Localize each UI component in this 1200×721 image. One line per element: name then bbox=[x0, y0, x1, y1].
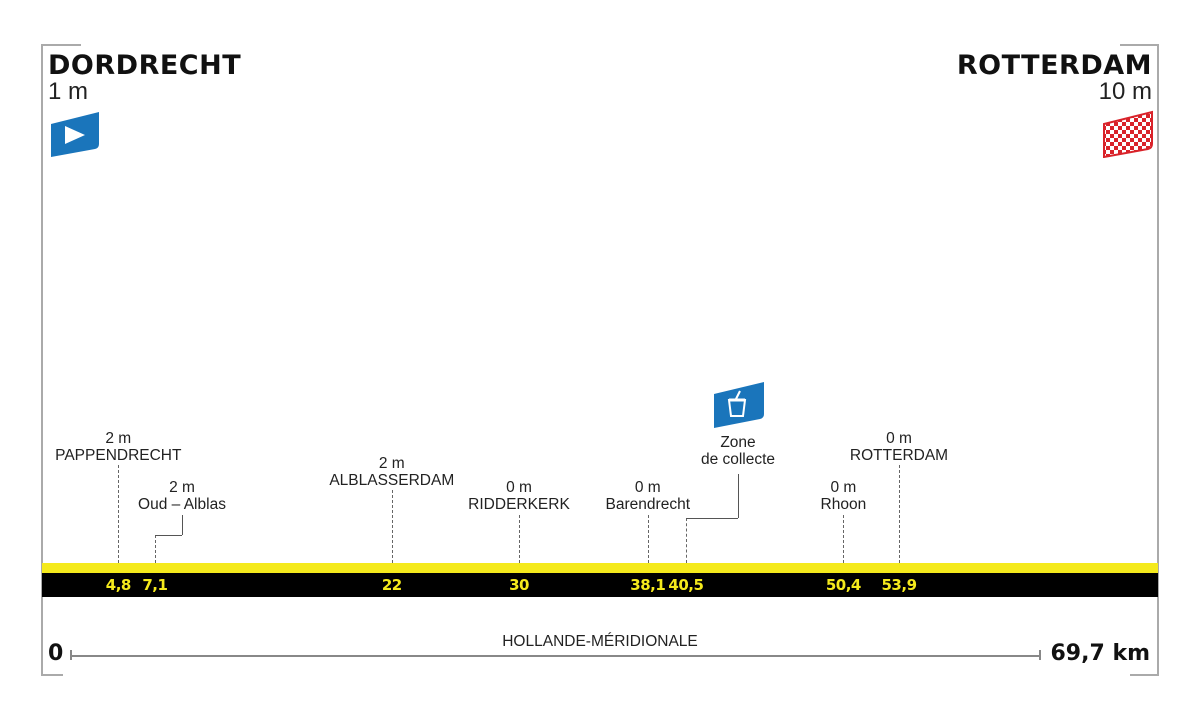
waypoint-altitude: 0 m bbox=[634, 479, 661, 496]
finish-city: ROTTERDAM bbox=[956, 50, 1152, 81]
waypoint-name: PAPPENDRECHT bbox=[55, 447, 182, 464]
waypoint-name: de collecte bbox=[700, 451, 776, 468]
frame-left bbox=[41, 44, 43, 676]
waypoint-label: 0 m RIDDERKERK bbox=[468, 479, 570, 513]
waypoint-label: 0 m ROTTERDAM bbox=[850, 430, 948, 464]
leader-line bbox=[738, 474, 740, 518]
km-label: 7,1 bbox=[142, 576, 168, 594]
marker-line bbox=[685, 518, 687, 563]
waypoint-altitude: 0 m bbox=[830, 479, 857, 496]
marker-line bbox=[519, 515, 520, 563]
frame-right-top bbox=[1120, 44, 1159, 46]
waypoint-name: Zone bbox=[720, 434, 756, 451]
waypoint-name: ALBLASSERDAM bbox=[329, 472, 455, 489]
frame-left-bottom bbox=[41, 674, 63, 676]
region-label: HOLLANDE-MÉRIDIONALE bbox=[502, 633, 698, 650]
km-label: 40,5 bbox=[668, 576, 704, 594]
frame-right bbox=[1157, 44, 1159, 676]
start-altitude: 1 m bbox=[48, 78, 89, 105]
axis-start-label: 0 bbox=[48, 641, 64, 666]
km-label: 38,1 bbox=[630, 576, 666, 594]
waypoint-label: 2 m ALBLASSERDAM bbox=[329, 455, 454, 489]
leader-line bbox=[685, 518, 738, 520]
km-label: 30 bbox=[509, 576, 529, 594]
waypoint-label: Zone de collecte bbox=[701, 434, 775, 468]
waypoint-label: 0 m Rhoon bbox=[821, 479, 867, 513]
checkered-flag-icon bbox=[1103, 110, 1153, 158]
frame-right-bottom bbox=[1130, 674, 1159, 676]
waypoint-label: 2 m Oud – Alblas bbox=[138, 479, 226, 513]
waypoint-label: 2 m PAPPENDRECHT bbox=[55, 430, 181, 464]
km-label: 50,4 bbox=[825, 576, 862, 594]
marker-line bbox=[154, 535, 156, 563]
axis-end-tick bbox=[1039, 650, 1041, 660]
frame-left-top bbox=[41, 44, 81, 46]
marker-line bbox=[391, 490, 393, 563]
km-label: 53,9 bbox=[881, 576, 917, 594]
leader-line bbox=[182, 515, 184, 535]
waypoint-name: ROTTERDAM bbox=[849, 447, 949, 464]
km-label: 4,8 bbox=[105, 576, 132, 594]
total-distance: 69,7 km bbox=[1050, 641, 1151, 666]
waypoint-altitude: 0 m bbox=[886, 430, 912, 447]
start-flag-icon bbox=[51, 112, 99, 157]
km-label: 22 bbox=[381, 576, 402, 594]
marker-line bbox=[843, 515, 845, 563]
marker-line bbox=[647, 515, 649, 563]
waypoint-name: RIDDERKERK bbox=[468, 496, 570, 513]
waypoint-altitude: 2 m bbox=[105, 430, 132, 447]
waypoint-altitude: 2 m bbox=[169, 479, 195, 496]
marker-line bbox=[118, 465, 120, 563]
finish-altitude: 10 m bbox=[1098, 78, 1152, 105]
waypoint-name: Oud – Alblas bbox=[138, 496, 226, 513]
collection-bin-icon bbox=[714, 382, 764, 428]
distance-axis bbox=[70, 655, 1040, 657]
leader-line bbox=[154, 535, 182, 537]
profile-line bbox=[42, 563, 1158, 574]
marker-line bbox=[899, 465, 900, 563]
waypoint-name: Rhoon bbox=[820, 496, 867, 513]
distance-bar bbox=[42, 573, 1158, 597]
waypoint-altitude: 0 m bbox=[506, 479, 532, 496]
waypoint-name: Barendrecht bbox=[605, 496, 691, 513]
start-city: DORDRECHT bbox=[48, 50, 242, 81]
waypoint-label: 0 m Barendrecht bbox=[606, 479, 690, 513]
waypoint-altitude: 2 m bbox=[378, 455, 405, 472]
